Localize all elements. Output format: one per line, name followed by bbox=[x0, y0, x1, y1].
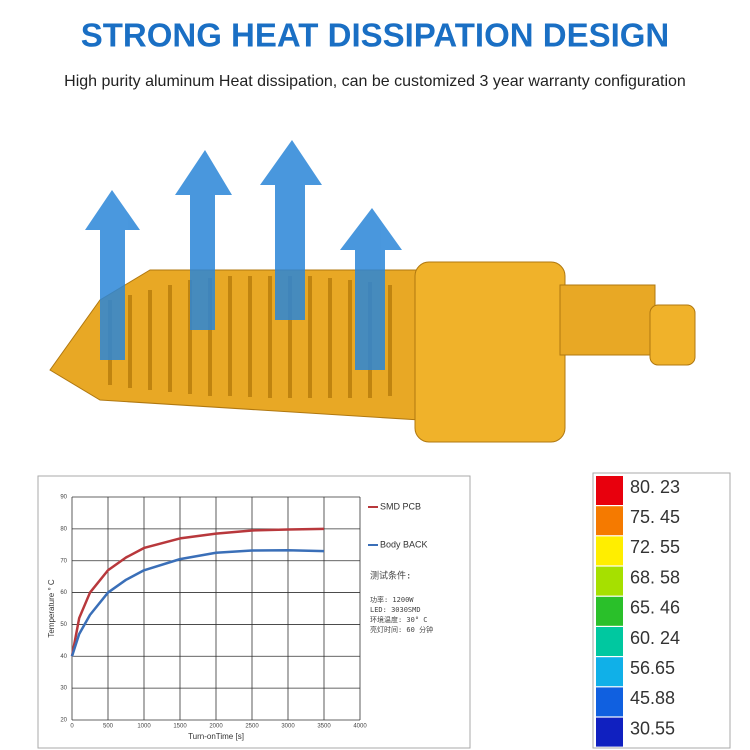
subtitle: High purity aluminum Heat dissipation, c… bbox=[64, 73, 686, 90]
scale-swatch bbox=[596, 566, 623, 596]
scale-swatch bbox=[596, 687, 623, 717]
scale-label: 75. 45 bbox=[630, 507, 680, 527]
scale-label: 80. 23 bbox=[630, 477, 680, 497]
x-tick-label: 0 bbox=[70, 724, 74, 730]
x-tick-label: 2000 bbox=[209, 724, 223, 730]
scale-label: 30.55 bbox=[630, 718, 675, 738]
x-tick-label: 3500 bbox=[317, 724, 331, 730]
scale-label: 45.88 bbox=[630, 688, 675, 708]
x-tick-label: 3000 bbox=[281, 724, 295, 730]
x-axis-label: Turn-onTime [s] bbox=[188, 732, 244, 741]
scale-label: 65. 46 bbox=[630, 598, 680, 618]
y-axis-label: Temperature ° C bbox=[47, 579, 56, 638]
title: STRONG HEAT DISSIPATION DESIGN bbox=[81, 17, 670, 54]
scale-swatch bbox=[596, 717, 623, 747]
y-tick-label: 80 bbox=[60, 526, 67, 532]
scale-label: 68. 58 bbox=[630, 567, 680, 587]
scale-swatch bbox=[596, 476, 623, 505]
y-tick-label: 20 bbox=[60, 718, 67, 724]
scale-swatch bbox=[596, 596, 623, 626]
x-tick-label: 500 bbox=[103, 724, 114, 730]
scale-swatch bbox=[596, 657, 623, 687]
series-line bbox=[70, 527, 325, 657]
annotation: 测试条件: bbox=[370, 570, 411, 582]
annotation: 环境温度: 30° C bbox=[370, 615, 428, 624]
x-tick-label: 1000 bbox=[137, 724, 151, 730]
scale-label: 72. 55 bbox=[630, 537, 680, 557]
scale-label: 56.65 bbox=[630, 658, 675, 678]
chart-frame bbox=[37, 475, 471, 749]
scale-swatch bbox=[596, 506, 623, 536]
lamp-illustration bbox=[49, 261, 696, 443]
scale-swatch bbox=[596, 627, 623, 656]
x-tick-label: 1500 bbox=[173, 724, 187, 730]
x-tick-label: 2500 bbox=[245, 724, 259, 730]
annotation: LED: 3030SMD bbox=[370, 606, 421, 614]
legend-label: SMD PCB bbox=[380, 501, 421, 511]
y-tick-label: 60 bbox=[60, 590, 67, 596]
scale-label: 60. 24 bbox=[630, 628, 680, 648]
y-tick-label: 40 bbox=[60, 654, 67, 660]
y-tick-label: 70 bbox=[60, 558, 67, 564]
annotation: 功率: 1200W bbox=[370, 595, 414, 604]
annotation: 亮灯时间: 60 分钟 bbox=[370, 625, 433, 634]
scale-swatch bbox=[596, 536, 623, 566]
y-tick-label: 50 bbox=[60, 622, 67, 628]
y-tick-label: 30 bbox=[60, 686, 67, 692]
heat-arrows bbox=[85, 140, 402, 370]
legend-label: Body BACK bbox=[380, 539, 428, 549]
series-line bbox=[70, 548, 325, 657]
x-tick-label: 4000 bbox=[353, 724, 367, 730]
y-tick-label: 90 bbox=[60, 495, 67, 501]
